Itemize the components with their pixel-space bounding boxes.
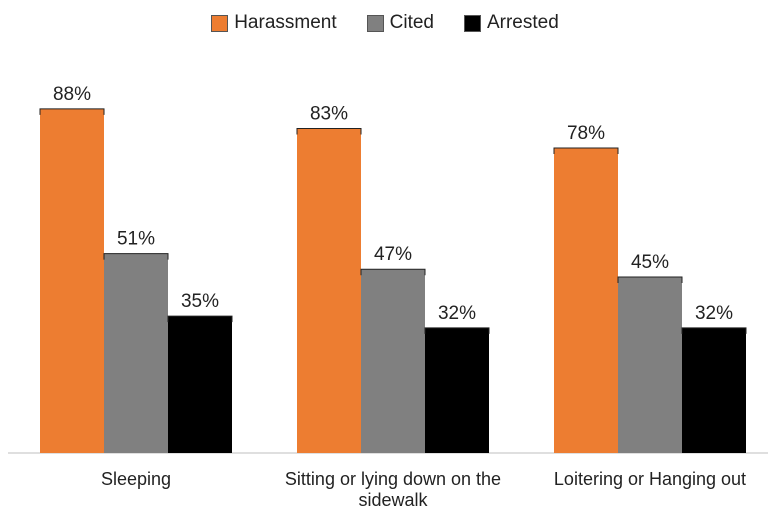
legend-swatch-arrested <box>463 14 481 32</box>
legend-swatch-harassment <box>211 14 229 32</box>
bar-arrested-2 <box>425 327 489 453</box>
legend-label-cited: Cited <box>389 12 434 33</box>
bar-harassment-1 <box>40 108 104 454</box>
legend-item-harassment: Harassment <box>211 12 337 34</box>
legend-label-harassment: Harassment <box>234 12 337 33</box>
data-label-leader-arrested-3 <box>681 327 747 334</box>
data-label-arrested-2: 32% <box>438 303 476 324</box>
data-label-cited-3: 45% <box>631 252 669 273</box>
bar-arrested-3 <box>682 327 746 453</box>
data-label-cited-2: 47% <box>374 244 412 265</box>
data-label-harassment-2: 83% <box>310 103 348 124</box>
data-label-leader-cited-1 <box>103 253 169 260</box>
data-label-arrested-1: 35% <box>181 291 219 312</box>
bar-arrested-1 <box>168 316 232 453</box>
data-label-cited-1: 51% <box>117 229 155 250</box>
data-label-leader-arrested-1 <box>167 315 233 323</box>
bar-cited-3 <box>618 277 682 453</box>
data-label-leader-arrested-2 <box>424 327 490 334</box>
category-label-3: Loitering or Hanging out <box>554 469 746 489</box>
bar-harassment-2 <box>297 128 361 453</box>
category-label-1: Sleeping <box>101 469 171 489</box>
data-label-harassment-1: 88% <box>53 84 91 105</box>
legend-label-arrested: Arrested <box>486 12 559 33</box>
legend-swatch-cited <box>366 14 384 32</box>
data-label-harassment-3: 78% <box>567 123 605 144</box>
data-label-leader-cited-2 <box>360 268 426 276</box>
bar-cited-2 <box>361 269 425 453</box>
data-label-arrested-3: 32% <box>695 303 733 324</box>
bar-cited-1 <box>104 253 168 453</box>
bar-harassment-3 <box>554 148 618 453</box>
data-label-leader-cited-3 <box>617 276 683 284</box>
legend-item-arrested: Arrested <box>463 12 559 34</box>
data-label-leader-harassment-1 <box>39 108 105 115</box>
legend-item-cited: Cited <box>366 12 434 34</box>
chart-legend: Harassment Cited Arrested <box>0 12 770 34</box>
data-label-leader-harassment-2 <box>296 127 362 135</box>
data-label-leader-harassment-3 <box>553 147 619 155</box>
category-label-2: Sitting or lying down on the sidewalk <box>285 469 501 510</box>
